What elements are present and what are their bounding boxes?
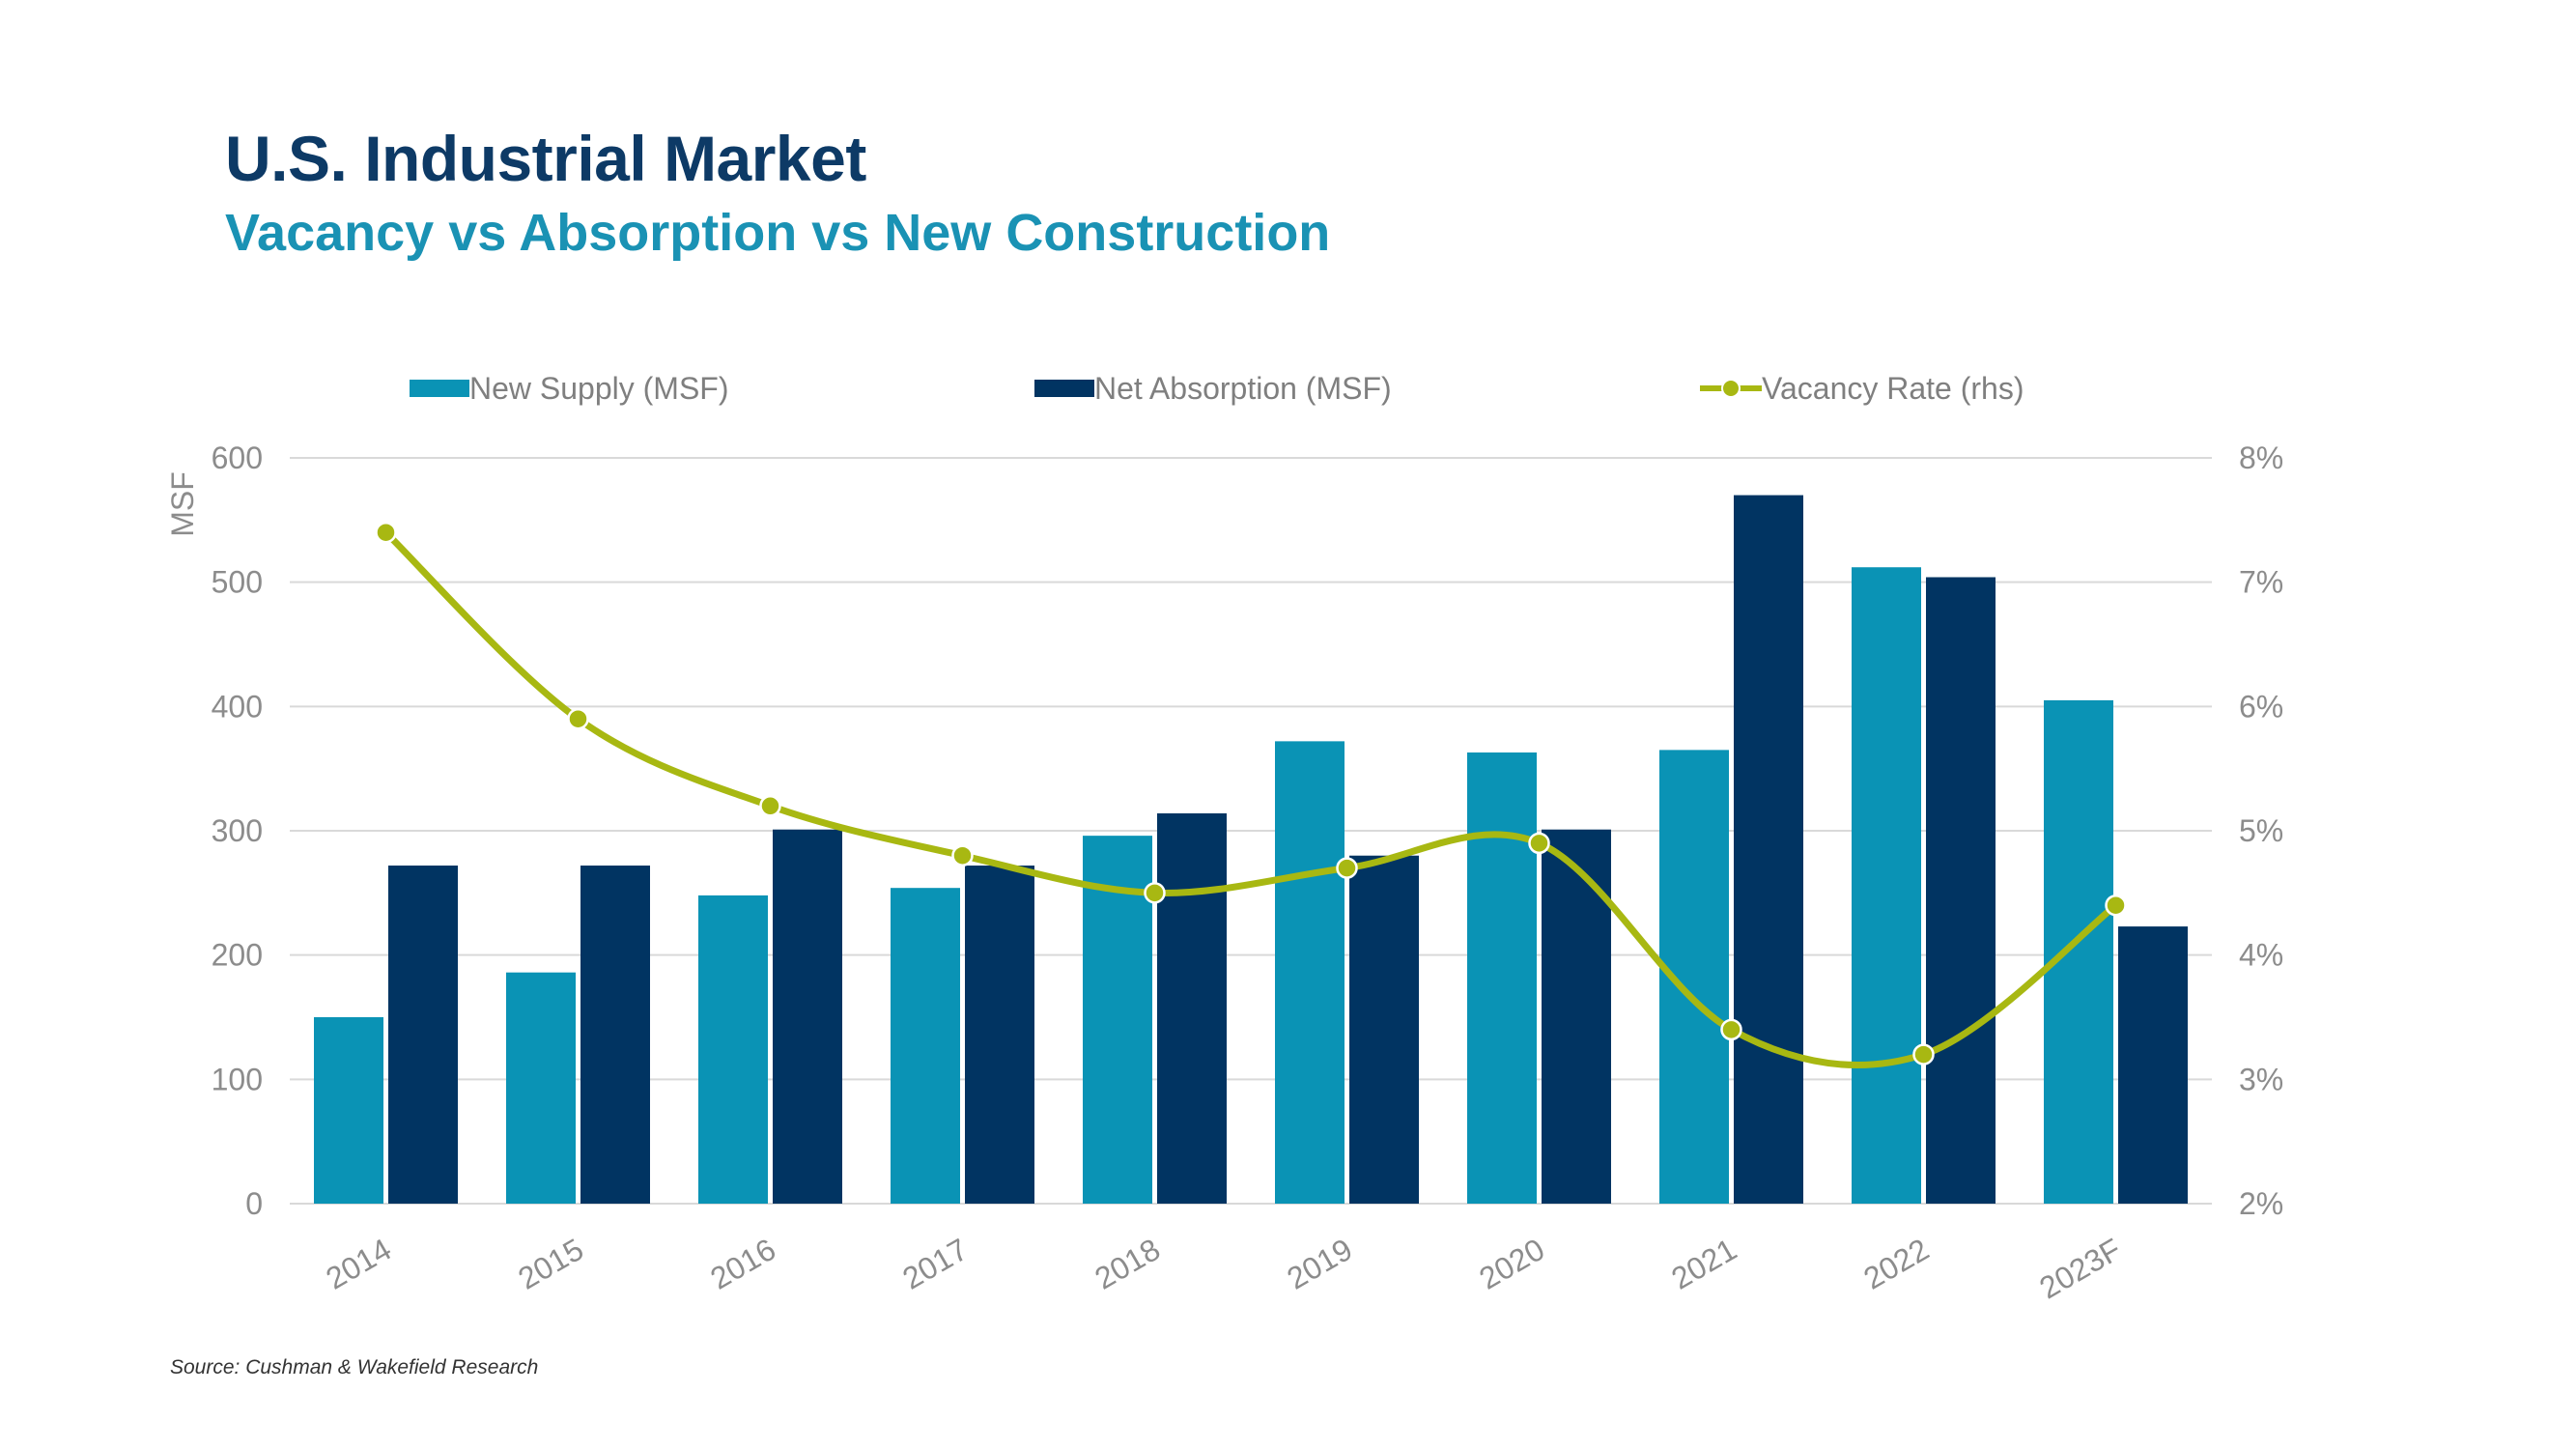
x-tick-label: 2020 [1473,1232,1550,1296]
vacancy-point [951,844,974,867]
bar-net-absorption [580,866,650,1204]
bar-net-absorption [965,866,1034,1204]
bar-net-absorption [1157,812,1227,1204]
legend-label-vacancy: Vacancy Rate (rhs) [1762,371,2024,406]
bar-net-absorption [1926,577,1996,1204]
bar-new-supply [698,895,768,1204]
y2-tick-label: 7% [2239,565,2283,600]
vacancy-point [1144,882,1166,904]
y-tick-label: 300 [212,813,263,848]
legend-swatch-net-absorption [1034,380,1094,397]
legend: New Supply (MSF) Net Absorption (MSF) Va… [410,371,2024,406]
y2-tick-label: 4% [2239,938,2283,973]
x-tick-label: 2016 [704,1232,781,1296]
vacancy-point [375,521,397,544]
x-tick-label: 2018 [1089,1232,1166,1296]
vacancy-line-series [375,521,2127,1069]
y-tick-label: 400 [212,689,263,724]
vacancy-point [567,707,589,730]
bar-new-supply [506,972,576,1204]
x-tick-label: 2014 [320,1232,397,1296]
legend-label-net-absorption: Net Absorption (MSF) [1094,371,1392,406]
chart-title: U.S. Industrial Market [225,123,866,194]
bar-new-supply [891,888,960,1204]
x-tick-label: 2021 [1665,1232,1742,1296]
legend-swatch-new-supply [410,380,469,397]
y2-tick-label: 5% [2239,813,2283,848]
bar-new-supply [1467,752,1537,1204]
vacancy-point [759,795,781,817]
y-tick-label: 600 [212,440,263,475]
vacancy-point [1336,857,1358,879]
bar-net-absorption [2118,926,2188,1204]
bar-new-supply [1083,836,1152,1204]
bar-net-absorption [388,866,458,1204]
source-note: Source: Cushman & Wakefield Research [170,1356,539,1378]
legend-swatch-vacancy-marker [1721,379,1741,398]
y-axis-label: MSF [165,471,200,537]
bar-net-absorption [1349,855,1419,1204]
bar-new-supply [1852,567,1921,1204]
vacancy-point [2105,894,2127,917]
bar-new-supply [2044,699,2113,1204]
y2-tick-label: 8% [2239,440,2283,475]
vacancy-point [1912,1043,1935,1065]
bar-net-absorption [1734,495,1803,1204]
x-tick-label: 2022 [1857,1232,1935,1296]
y2-tick-label: 6% [2239,689,2283,724]
bar-new-supply [314,1017,383,1204]
y-tick-label: 200 [212,938,263,973]
y2-tick-label: 2% [2239,1186,2283,1221]
x-tick-label: 2017 [896,1232,974,1296]
y-tick-label: 0 [245,1186,263,1221]
y-tick-label: 500 [212,565,263,600]
vacancy-point [1528,832,1550,855]
chart-subtitle: Vacancy vs Absorption vs New Constructio… [225,204,1331,262]
left-axis-ticks: 0 100 200 300 400 500 600 [212,440,263,1221]
x-tick-label: 2015 [512,1232,589,1296]
x-tick-label: 2019 [1281,1232,1358,1296]
x-tick-label: 2023F [2033,1232,2127,1306]
vacancy-line [383,529,2118,1069]
gridlines [290,457,2212,1205]
y-tick-label: 100 [212,1062,263,1096]
legend-label-new-supply: New Supply (MSF) [469,371,729,406]
right-axis-ticks: 2% 3% 4% 5% 6% 7% 8% [2239,440,2283,1221]
x-axis-ticks: 2014 2015 2016 2017 2018 2019 2020 2021 2022 2023… [320,1232,2127,1306]
bar-net-absorption [1542,829,1611,1204]
bar-series [314,495,2188,1204]
bar-net-absorption [773,829,842,1204]
y2-tick-label: 3% [2239,1062,2283,1096]
vacancy-point [1720,1018,1742,1041]
bar-new-supply [1275,741,1345,1204]
